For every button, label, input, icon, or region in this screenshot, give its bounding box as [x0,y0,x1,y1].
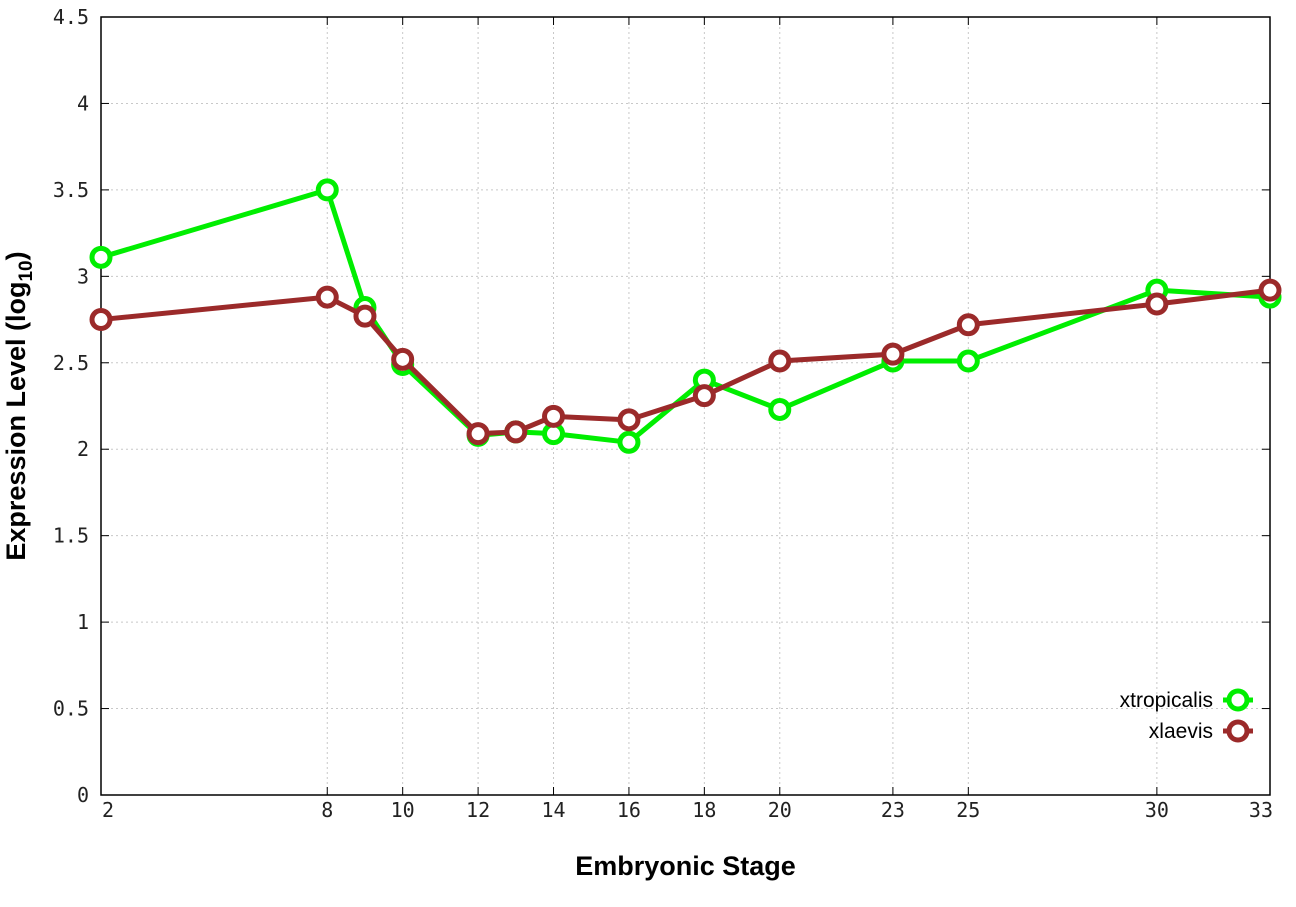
x-tick-label: 23 [881,798,905,822]
data-point [768,397,792,421]
x-tick-label: 2 [102,798,114,822]
series-group [89,178,1282,454]
x-tick-label: 33 [1249,798,1273,822]
data-point [881,342,905,366]
data-point [1258,278,1282,302]
axis-ticks: 0 0.5 1 1.5 2 2.5 3 3.5 4 4.5 2 8 10 12 14 16 18 20 23 25 30… [53,5,1273,822]
x-axis-title: Embryonic Stage [575,851,796,881]
data-point [768,349,792,373]
grid [101,17,1270,795]
y-axis-title-subscript: 10 [16,260,37,281]
data-point [617,430,641,454]
series-line [100,287,1271,437]
data-point [956,313,980,337]
data-point [692,384,716,408]
y-tick-label: 1 [77,610,89,634]
data-point [956,349,980,373]
y-tick-label: 3.5 [53,178,89,202]
data-point [617,408,641,432]
legend-marker-swatch [1226,719,1250,743]
data-point [504,420,528,444]
data-point [89,308,113,332]
legend-marker-swatch [1226,688,1250,712]
legend: xtropicalis xlaevis [1120,688,1253,743]
y-tick-label: 4 [77,91,89,115]
x-tick-label: 30 [1145,798,1169,822]
data-point [542,404,566,428]
series-xlaevis [89,278,1282,446]
x-tick-label: 10 [391,798,415,822]
data-point [353,304,377,328]
x-tick-label: 14 [541,798,565,822]
series-line [100,187,1271,445]
y-tick-label: 3 [77,264,89,288]
y-axis-title-main: Expression Level (log [1,282,31,561]
y-tick-label: 0.5 [53,697,89,721]
y-tick-label: 2.5 [53,351,89,375]
data-point [466,422,490,446]
y-axis-title-close: ) [1,251,31,260]
y-axis-title: Expression Level (log10) [1,251,37,560]
y-tick-label: 4.5 [53,5,89,29]
legend-entry: xtropicalis [1120,688,1253,712]
x-tick-label: 16 [617,798,641,822]
y-tick-label: 1.5 [53,524,89,548]
y-tick-label: 2 [77,437,89,461]
data-point [315,178,339,202]
x-tick-label: 18 [692,798,716,822]
legend-label: xlaevis [1149,720,1213,743]
x-tick-label: 25 [956,798,980,822]
plot-area-frame [100,16,1271,796]
legend-label: xtropicalis [1120,689,1213,712]
data-point [391,347,415,371]
x-tick-label: 20 [768,798,792,822]
x-tick-label: 8 [321,798,333,822]
series-xtropicalis [89,178,1282,454]
data-point [1145,292,1169,316]
x-tick-label: 12 [466,798,490,822]
data-point [315,285,339,309]
data-point [89,245,113,269]
legend-entry: xlaevis [1149,719,1253,743]
y-tick-label: 0 [77,783,89,807]
